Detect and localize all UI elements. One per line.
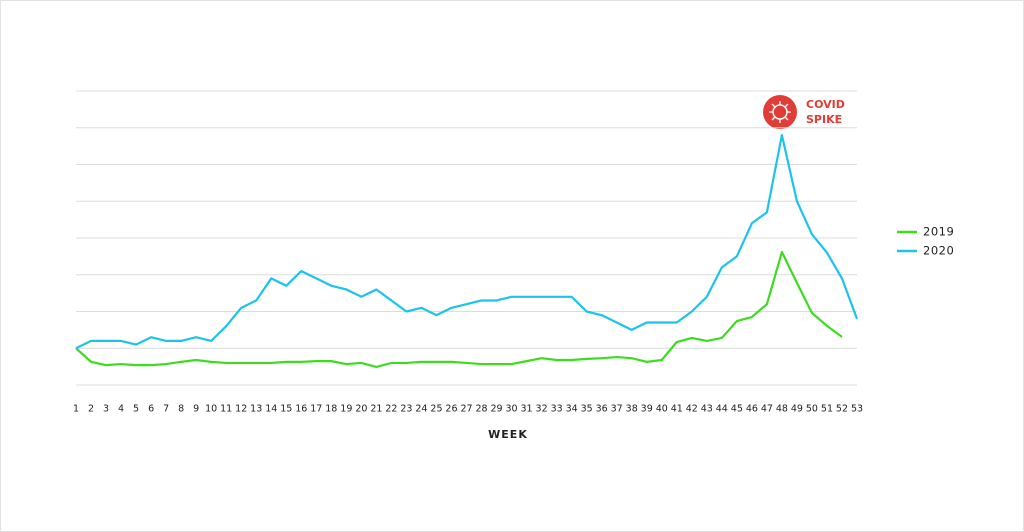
x-tick-label: 10 bbox=[205, 404, 217, 415]
x-tick-label: 53 bbox=[851, 404, 863, 415]
x-tick-label: 11 bbox=[220, 404, 232, 415]
x-axis-label: WEEK bbox=[488, 428, 528, 441]
x-tick-label: 49 bbox=[791, 404, 803, 415]
x-tick-label: 33 bbox=[551, 404, 563, 415]
x-tick-label: 32 bbox=[536, 404, 548, 415]
x-tick-label: 28 bbox=[475, 404, 487, 415]
x-tick-label: 51 bbox=[821, 404, 833, 415]
line bbox=[75, 134, 859, 350]
x-tick-label: 27 bbox=[460, 404, 472, 415]
x-tick-label: 34 bbox=[566, 404, 578, 415]
x-tick-label: 35 bbox=[581, 404, 593, 415]
x-tick-label: 12 bbox=[235, 404, 247, 415]
x-tick-label: 1 bbox=[73, 404, 79, 415]
x-tick-label: 14 bbox=[265, 404, 277, 415]
annotation: COVID bbox=[806, 98, 845, 111]
x-tick-label: 24 bbox=[415, 404, 427, 415]
x-tick-label: 46 bbox=[746, 404, 758, 415]
x-tick-label: 45 bbox=[731, 404, 743, 415]
x-tick-label: 3 bbox=[103, 404, 109, 415]
x-tick-label: 20 bbox=[355, 404, 367, 415]
x-tick-label: 48 bbox=[776, 404, 788, 415]
x-tick-label: 4 bbox=[118, 404, 124, 415]
x-tick-label: 43 bbox=[701, 404, 713, 415]
x-tick-label: 8 bbox=[178, 404, 184, 415]
x-tick-label: 17 bbox=[310, 404, 322, 415]
x-tick-label: 22 bbox=[385, 404, 397, 415]
x-tick-label: 50 bbox=[806, 404, 818, 415]
x-tick-label: 19 bbox=[340, 404, 352, 415]
x-tick-label: 30 bbox=[506, 404, 518, 415]
x-tick-label: 42 bbox=[686, 404, 698, 415]
x-tick-label: 41 bbox=[671, 404, 683, 415]
x-tick-label: 6 bbox=[148, 404, 154, 415]
annotation: SPIKE bbox=[806, 113, 842, 126]
x-tick-label: 13 bbox=[250, 404, 262, 415]
x-tick-label: 7 bbox=[163, 404, 169, 415]
x-tick-label: 18 bbox=[325, 404, 337, 415]
x-tick-label: 37 bbox=[611, 404, 623, 415]
x-tick-label: 40 bbox=[656, 404, 668, 415]
x-tick-label: 2 bbox=[88, 404, 94, 415]
x-tick-label: 44 bbox=[716, 404, 728, 415]
x-tick-label: 23 bbox=[400, 404, 412, 415]
x-tick-label: 15 bbox=[280, 404, 292, 415]
x-tick-label: 31 bbox=[521, 404, 533, 415]
x-tick-label: 9 bbox=[193, 404, 199, 415]
x-tick-label: 47 bbox=[761, 404, 773, 415]
legend-label: 2019 bbox=[923, 225, 954, 239]
x-tick-label: 16 bbox=[295, 404, 307, 415]
x-tick-label: 52 bbox=[836, 404, 848, 415]
line bbox=[75, 250, 843, 369]
x-tick-label: 38 bbox=[626, 404, 638, 415]
x-tick-label: 36 bbox=[596, 404, 608, 415]
covid-icon bbox=[763, 95, 797, 129]
x-tick-label: 29 bbox=[490, 404, 502, 415]
x-tick-label: 5 bbox=[133, 404, 139, 415]
legend-label: 2020 bbox=[923, 244, 954, 258]
x-tick-label: 26 bbox=[445, 404, 457, 415]
x-tick-label: 21 bbox=[370, 404, 382, 415]
x-tick-label: 39 bbox=[641, 404, 653, 415]
x-tick-label: 25 bbox=[430, 404, 442, 415]
